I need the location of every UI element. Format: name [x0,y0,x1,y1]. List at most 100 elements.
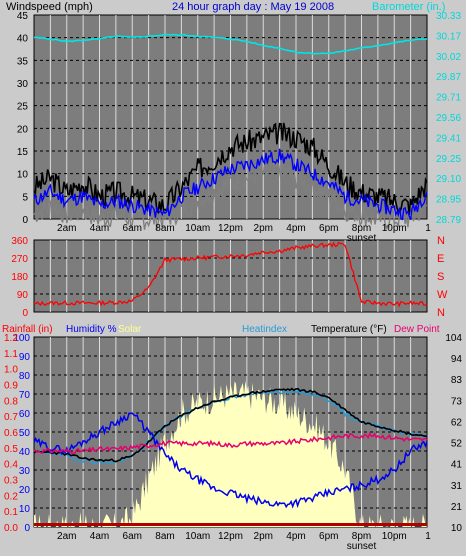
direction-tick-label: 180 [11,272,28,283]
x-tick-label: 10am [185,531,210,542]
direction-tick-label: 90 [17,290,29,301]
compass-label: W [437,289,448,301]
rainfall-tick-label: 0.3 [4,476,18,487]
heatindex-legend: Heatindex [242,324,287,335]
solar-legend: Solar [118,324,142,335]
barometer-tick-label: 30.02 [436,52,461,63]
humidity-tick-label: 70 [19,390,31,401]
rainfall-tick-label: 1.0 [4,365,18,376]
temperature-tick-label: 10 [451,523,463,534]
x-tick-label: 1 [425,223,431,234]
series-humidity [33,412,428,509]
series-barometer [33,33,428,55]
barometer-axis-title: Barometer (in.) [372,1,445,13]
x-tick-label: 2pm [254,223,273,234]
windspeed-tick-label: 30 [17,79,29,90]
windspeed-tick-label: 20 [17,124,29,135]
humidity-tick-label: 20 [19,485,31,496]
humidity-tick-label: 80 [19,371,31,382]
rainfall-tick-label: 1.2 [4,333,18,344]
humidity-tick-label: 30 [19,466,31,477]
temperature-tick-label: 41 [451,460,463,471]
windspeed-tick-label: 15 [17,147,29,158]
sunset-label: sunset [347,541,377,552]
barometer-tick-label: 29.41 [436,133,461,144]
humidity-tick-label: 50 [19,428,31,439]
windspeed-axis-title: Windspeed (mph) [6,1,93,13]
barometer-tick-label: 30.17 [436,31,461,42]
barometer-tick-label: 28.95 [436,195,461,206]
rainfall-tick-label: 0.1 [4,507,18,518]
x-tick-label: 6pm [319,531,338,542]
temperature-tick-label: 94 [451,354,463,365]
x-tick-label: 8pm [352,531,371,542]
temperature-tick-label: 62 [451,417,463,428]
x-tick-label: 10pm [382,531,407,542]
x-tick-label: 6pm [319,223,338,234]
temperature-tick-label: 31 [451,481,463,492]
rainfall-tick-label: 0.4 [4,460,18,471]
rainfall-tick-label: 0.8 [4,396,18,407]
barometer-tick-label: 29.10 [436,174,461,185]
x-tick-label: 10am [185,223,210,234]
windspeed-tick-label: 5 [22,192,28,203]
rainfall-tick-label: 1.1 [4,349,18,360]
humidity-axis-title: Humidity % [66,324,117,335]
x-tick-label: 4am [90,223,109,234]
rainfall-tick-label: 0.9 [4,381,18,392]
temperature-tick-label: 104 [445,333,462,344]
windspeed-tick-label: 10 [17,170,29,181]
rainfall-tick-label: 0.5 [4,444,18,455]
series-wind [33,148,428,221]
barometer-tick-label: 28.79 [436,215,461,226]
x-tick-label: 2am [57,223,76,234]
series-direction [33,241,428,308]
compass-label: E [437,253,444,265]
x-tick-label: 8am [155,223,174,234]
humidity-tick-label: 100 [13,333,30,344]
humidity-tick-label: 10 [19,504,31,515]
rainfall-tick-label: 0.7 [4,412,18,423]
x-tick-label: 6am [123,223,142,234]
x-tick-label: 12pm [218,223,243,234]
windspeed-tick-label: 25 [17,102,29,113]
temperature-tick-label: 21 [451,502,463,513]
x-tick-label: 4pm [286,223,305,234]
chart-title: 24 hour graph day : May 19 2008 [172,1,334,13]
rainfall-tick-label: 0.2 [4,491,18,502]
x-tick-label: 4am [90,531,109,542]
rainfall-tick-label: 0.6 [4,428,18,439]
dewpoint-legend: Dew Point [394,324,440,335]
barometer-tick-label: 29.25 [436,154,461,165]
temperature-axis-title: Temperature (°F) [311,324,387,335]
windspeed-tick-label: 0 [22,215,28,226]
x-tick-label: 6am [123,531,142,542]
x-tick-label: 8pm [352,223,371,234]
barometer-tick-label: 29.71 [436,93,461,104]
series-dewpoint [33,431,428,455]
x-tick-label: 10pm [382,223,407,234]
x-tick-label: 4pm [286,531,305,542]
compass-label: S [437,271,444,283]
direction-tick-label: 270 [11,254,28,265]
windspeed-tick-label: 35 [17,56,29,67]
windspeed-tick-label: 45 [17,11,29,22]
humidity-tick-label: 0 [24,523,30,534]
humidity-tick-label: 40 [19,447,31,458]
sunset-label: sunset [347,233,377,244]
compass-label: N [437,307,445,319]
direction-tick-label: 360 [11,236,28,247]
barometer-tick-label: 29.87 [436,72,461,83]
series-rainfall [34,523,427,526]
humidity-tick-label: 60 [19,409,31,420]
barometer-tick-label: 29.56 [436,113,461,124]
windspeed-tick-label: 40 [17,34,29,45]
x-tick-label: 2pm [254,531,273,542]
humidity-tick-label: 90 [19,352,31,363]
series-wind-average [33,159,428,231]
temperature-tick-label: 73 [451,396,463,407]
compass-label: N [437,235,445,247]
series-temperature [33,387,428,463]
rainfall-tick-label: 0.0 [4,523,18,534]
